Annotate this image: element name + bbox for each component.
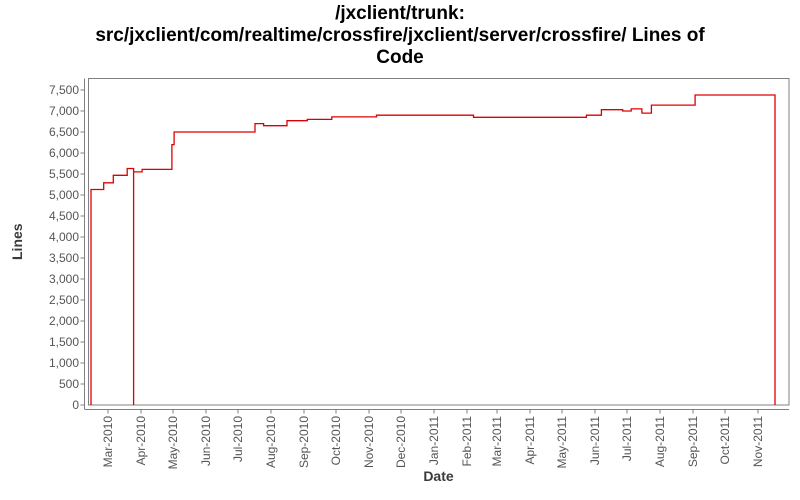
x-axis-label: Date [423,468,454,484]
y-tick-label: 7,500 [49,83,79,97]
x-tick-label: Jun-2010 [199,416,213,466]
y-tick-label: 4,000 [49,230,79,244]
y-tick-label: 4,500 [49,209,79,223]
x-tick-label: Apr-2011 [523,416,537,465]
y-tick-label: 500 [59,377,79,391]
y-axis-label: Lines [9,223,25,260]
y-tick-label: 7,000 [49,104,79,118]
x-tick-label: Mar-2011 [490,416,504,467]
chart-title: /jxclient/trunk: src/jxclient/com/realti… [0,3,800,69]
y-tick-label: 6,000 [49,146,79,160]
chart-title-line3: Code [376,47,424,68]
y-tick-label: 1,500 [49,335,79,349]
y-tick-label: 5,500 [49,167,79,181]
y-tick-label: 0 [72,398,79,412]
x-tick-label: Nov-2011 [751,416,765,467]
x-tick-label: Jun-2011 [588,416,602,465]
x-tick-label: Mar-2010 [101,416,115,468]
y-tick-label: 3,500 [49,251,79,265]
y-tick-label: 2,500 [49,293,79,307]
axes [84,78,789,410]
x-tick-label: Nov-2010 [362,416,376,468]
y-tick-label: 3,000 [49,272,79,286]
y-tick-label: 1,000 [49,356,79,370]
x-tick-label: Oct-2011 [718,416,732,465]
x-tick-label: Apr-2010 [134,416,148,466]
y-tick-label: 6,500 [49,125,79,139]
x-tick-label: Dec-2010 [394,416,408,468]
x-tick-label: May-2011 [555,416,569,469]
x-tick-label: Jan-2011 [427,416,441,465]
lines-of-code-series [90,94,776,405]
x-tick-label: Jul-2011 [620,416,634,461]
chart-title-line2: src/jxclient/com/realtime/crossfire/jxcl… [95,25,705,46]
y-axis-ticks: 0 500 1,000 1,500 2,000 2,500 3,000 3,500 4,000 4… [49,83,85,412]
x-tick-label: Aug-2011 [653,416,667,467]
y-tick-label: 2,000 [49,314,79,328]
x-tick-label: May-2010 [166,416,180,470]
x-tick-label: Sep-2011 [686,416,700,467]
x-tick-label: Oct-2010 [329,416,343,466]
x-tick-label: Aug-2010 [264,416,278,468]
chart-title-line1: /jxclient/trunk: [335,3,465,24]
x-axis-ticks: Mar-2010 Apr-2010 May-2010 Jun-2010 Jul-2010… [101,409,765,470]
x-tick-label: Jul-2010 [231,416,245,462]
x-tick-label: Sep-2010 [297,416,311,468]
x-tick-label: Feb-2011 [460,416,474,467]
y-tick-label: 5,000 [49,188,79,202]
plot-border [88,78,790,406]
